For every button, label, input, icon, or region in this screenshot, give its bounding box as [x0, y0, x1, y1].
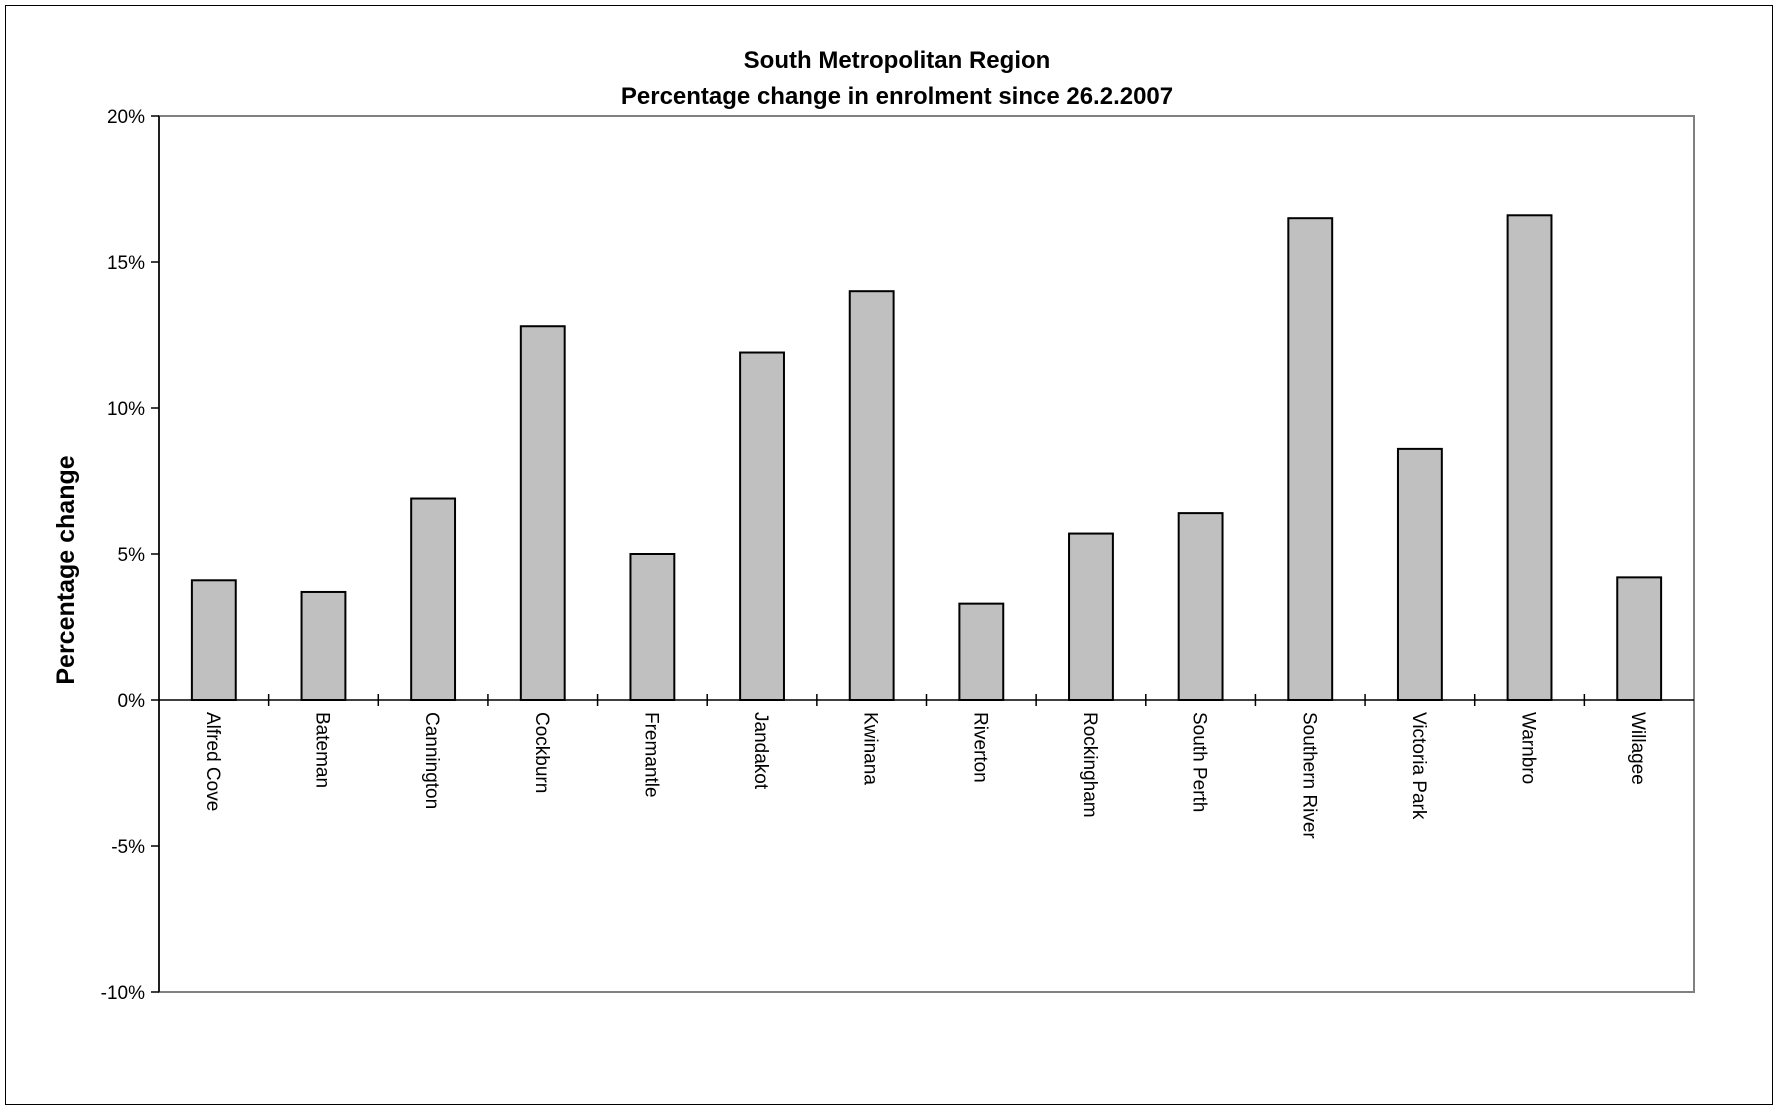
chart-subtitle: Percentage change in enrolment since 26.…	[621, 83, 1173, 110]
bar-victoria-park	[1396, 447, 1443, 701]
labels-layer: 20% 15% 10% 5% 0% -5% -10% Alfred Cove Bateman Ca…	[101, 107, 1649, 1004]
bar-cannington	[410, 497, 457, 701]
x-tick-label: Kwinana	[860, 712, 881, 785]
x-tick-label: South Perth	[1189, 712, 1210, 812]
bar-cockburn	[519, 325, 566, 701]
y-tick-label: 10%	[107, 399, 145, 420]
bar-kwinana	[848, 290, 895, 701]
x-tick-label: Cockburn	[531, 712, 552, 793]
bars-layer	[190, 214, 1663, 702]
x-tick-label: Fremantle	[640, 712, 661, 798]
axes-layer	[151, 115, 1694, 993]
bar-south-perth	[1177, 512, 1224, 701]
x-tick-label: Cannington	[421, 712, 442, 809]
x-tick-label: Rockingham	[1079, 712, 1100, 818]
bar-fremantle	[629, 553, 676, 701]
x-tick-label: Riverton	[969, 712, 990, 783]
y-tick-label: -5%	[111, 837, 145, 858]
x-tick-label: Warnbro	[1518, 712, 1539, 784]
x-tick-label: Alfred Cove	[202, 712, 223, 811]
x-tick-label: Jandakot	[750, 712, 771, 790]
bar-southern-river	[1287, 217, 1334, 701]
bar-riverton	[958, 602, 1005, 702]
bar-bateman	[300, 590, 347, 702]
bar-willagee	[1616, 576, 1663, 701]
y-tick-label: 15%	[107, 253, 145, 274]
bar-alfred-cove	[190, 579, 237, 702]
x-tick-label: Victoria Park	[1408, 712, 1429, 820]
x-tick-label: Bateman	[311, 712, 332, 788]
chart-title: South Metropolitan Region	[744, 47, 1051, 74]
x-tick-label: Southern River	[1298, 712, 1319, 839]
y-tick-label: 5%	[118, 545, 146, 566]
bar-jandakot	[739, 351, 785, 701]
y-tick-label: 0%	[118, 691, 146, 712]
y-tick-label: -10%	[101, 983, 145, 1004]
plot-area	[158, 115, 1695, 993]
x-tick-label: Willagee	[1627, 712, 1648, 785]
y-tick-label: 20%	[107, 107, 145, 128]
y-axis-label: Percentage change	[52, 455, 80, 684]
bar-warnbro	[1506, 214, 1553, 701]
bar-rockingham	[1068, 532, 1114, 701]
